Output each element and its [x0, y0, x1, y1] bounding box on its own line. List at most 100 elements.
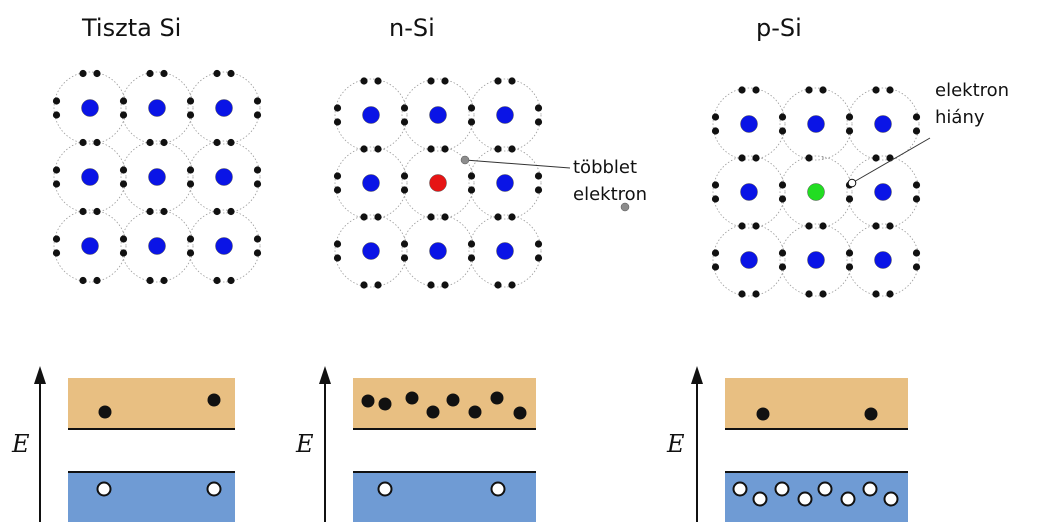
conduction-electron — [513, 406, 527, 420]
valence-electron — [333, 104, 342, 112]
silicon-atom — [496, 174, 514, 192]
conduction-electron — [426, 405, 440, 419]
lattice-panel-2 — [333, 77, 543, 289]
energy-label-1: E — [12, 430, 30, 458]
conduction-electron — [490, 391, 504, 405]
valence-electron — [400, 240, 409, 248]
valence-electron — [119, 235, 128, 243]
valence-electron — [872, 86, 880, 94]
valence-electron — [160, 138, 168, 147]
silicon-atom — [81, 237, 99, 255]
silicon-atom — [148, 168, 166, 186]
donor-atom — [429, 174, 447, 192]
valence-electron — [333, 118, 342, 126]
silicon-atom — [215, 168, 233, 186]
bond-circle — [779, 87, 853, 161]
title-n-si: n-Si — [389, 14, 435, 42]
valence-electron — [374, 77, 382, 85]
valence-electron — [427, 77, 435, 85]
conduction-band — [725, 378, 908, 429]
conduction-electron — [405, 391, 419, 405]
bond-circle — [468, 214, 542, 288]
valence-electron — [213, 138, 221, 147]
valence-hole — [96, 481, 112, 497]
electron-hole — [847, 178, 857, 188]
valence-electron — [805, 290, 813, 298]
valence-electron — [467, 172, 476, 180]
valence-electron — [400, 118, 409, 126]
valence-hole — [732, 481, 748, 497]
bond-circle — [187, 140, 261, 214]
valence-electron — [534, 254, 543, 262]
electron-hole-leader — [851, 137, 931, 184]
valence-electron — [467, 104, 476, 112]
energy-axis-arrowhead — [691, 366, 703, 384]
silicon-atom — [362, 174, 380, 192]
valence-electron — [778, 195, 787, 203]
valence-electron — [186, 235, 195, 243]
valence-electron — [711, 113, 720, 121]
valence-electron — [427, 213, 435, 221]
valence-electron — [360, 213, 368, 221]
valence-electron — [752, 154, 760, 162]
valence-electron — [886, 222, 894, 230]
valence-electron — [711, 263, 720, 271]
valence-electron — [534, 104, 543, 112]
valence-electron — [52, 97, 61, 105]
valence-electron — [119, 111, 128, 119]
conduction-electron — [207, 393, 221, 407]
valence-electron — [52, 235, 61, 243]
valence-electron — [253, 180, 262, 188]
valence-electron — [160, 276, 168, 285]
bond-circle — [187, 71, 261, 145]
extra-electron-label-line2: elektron — [573, 184, 648, 205]
valence-hole — [752, 491, 768, 507]
valence-electron — [253, 111, 262, 119]
acceptor-atom — [807, 183, 825, 201]
valence-electron — [534, 186, 543, 194]
valence-electron — [738, 154, 746, 162]
valence-electron — [400, 186, 409, 194]
valence-electron — [253, 166, 262, 174]
valence-electron — [400, 104, 409, 112]
valence-electron — [467, 118, 476, 126]
valence-electron — [146, 138, 154, 147]
valence-electron — [79, 69, 87, 78]
silicon-atom — [496, 242, 514, 260]
valence-electron — [752, 222, 760, 230]
conduction-electron — [756, 407, 770, 421]
valence-electron — [508, 281, 516, 289]
energy-axis-arrowhead — [319, 366, 331, 384]
bond-circle — [401, 146, 475, 220]
valence-electron — [441, 145, 449, 153]
silicon-atom — [429, 242, 447, 260]
extra-electron-label-line1: többlet — [573, 157, 638, 178]
valence-electron — [146, 207, 154, 216]
valence-electron — [227, 69, 235, 78]
silicon-atom — [874, 251, 892, 269]
silicon-atom — [215, 99, 233, 117]
conduction-electron — [864, 407, 878, 421]
band-diagram-2 — [319, 366, 536, 522]
valence-electron — [93, 69, 101, 78]
title-p-si: p-Si — [756, 14, 802, 42]
valence-electron — [427, 145, 435, 153]
valence-electron — [79, 276, 87, 285]
valence-electron — [374, 281, 382, 289]
lattice-panel-3 — [711, 86, 921, 298]
valence-electron — [886, 86, 894, 94]
valence-electron — [333, 186, 342, 194]
valence-electron — [872, 290, 880, 298]
valence-electron — [845, 195, 854, 203]
valence-electron — [711, 127, 720, 135]
valence-electron — [160, 207, 168, 216]
conduction-electron — [361, 394, 375, 408]
valence-electron — [845, 249, 854, 257]
conduction-electron — [378, 397, 392, 411]
valence-electron — [186, 97, 195, 105]
valence-electron — [845, 113, 854, 121]
valence-electron — [119, 97, 128, 105]
bond-circle — [468, 78, 542, 152]
bond-circle — [712, 155, 786, 229]
